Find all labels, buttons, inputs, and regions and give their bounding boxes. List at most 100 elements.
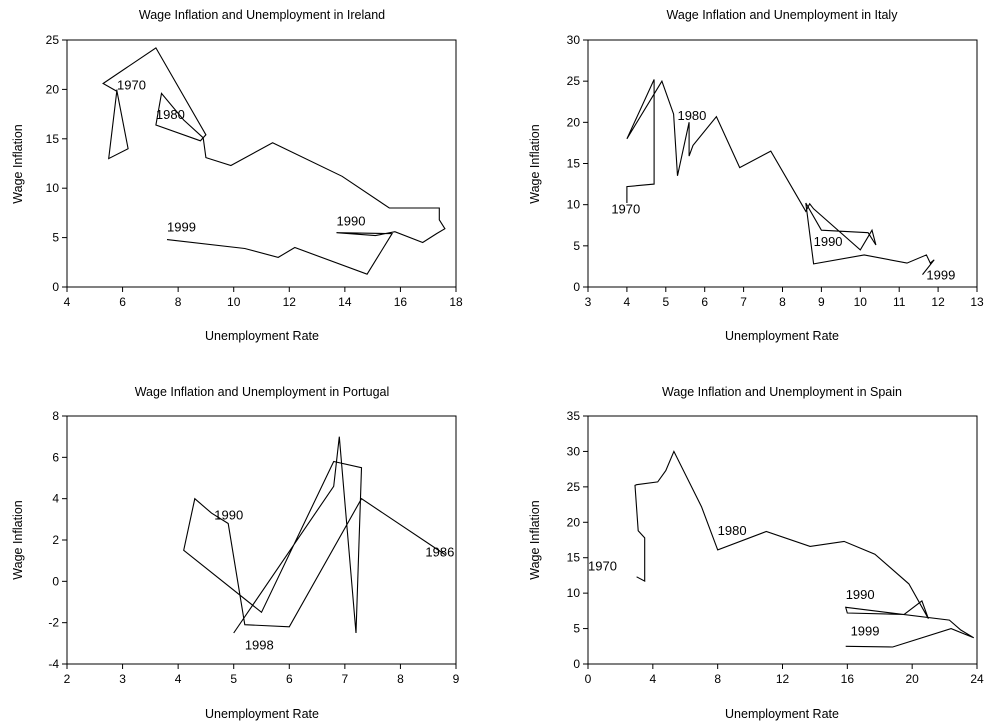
y-tick-label: 10	[567, 198, 581, 212]
year-annotation: 1980	[156, 107, 185, 122]
x-tick-label: 5	[662, 295, 669, 309]
chart-title: Wage Inflation and Unemployment in Spain	[662, 385, 902, 399]
plot-frame	[587, 415, 978, 665]
x-tick-label: 10	[227, 295, 241, 309]
plot-frame	[587, 39, 978, 288]
year-annotation: 1970	[117, 77, 146, 92]
series-line	[183, 436, 446, 634]
x-tick-label: 7	[342, 672, 349, 686]
y-tick-label: 0	[573, 280, 580, 294]
y-axis-label: Wage Inflation	[528, 124, 542, 203]
x-tick-label: 11	[893, 295, 906, 309]
x-tick-label: 12	[931, 295, 945, 309]
y-tick-label: 25	[46, 33, 60, 47]
year-annotation: 1999	[851, 624, 880, 639]
x-tick-label: 18	[449, 295, 463, 309]
x-tick-label: 3	[585, 295, 592, 309]
x-tick-label: 3	[119, 672, 126, 686]
x-tick-label: 8	[397, 672, 404, 686]
y-tick-label: 15	[567, 157, 581, 171]
chart-panel-1: Wage Inflation and Unemployment in Irela…	[11, 8, 463, 343]
x-tick-label: 9	[818, 295, 825, 309]
y-tick-label: 5	[573, 622, 580, 636]
x-tick-label: 16	[841, 672, 855, 686]
year-annotation: 1998	[245, 638, 274, 653]
x-tick-label: 13	[970, 295, 984, 309]
y-tick-label: 30	[567, 33, 581, 47]
year-annotation: 1990	[337, 214, 366, 229]
x-tick-label: 2	[64, 672, 71, 686]
x-axis-label: Unemployment Rate	[205, 707, 319, 721]
y-tick-label: -2	[48, 616, 59, 630]
x-tick-label: 8	[779, 295, 786, 309]
x-tick-label: 20	[905, 672, 919, 686]
x-tick-label: 6	[119, 295, 126, 309]
x-tick-label: 7	[740, 295, 747, 309]
x-tick-label: 9	[453, 672, 460, 686]
x-tick-label: 8	[175, 295, 182, 309]
x-tick-label: 0	[585, 672, 592, 686]
year-annotation: 1970	[611, 202, 640, 217]
x-tick-label: 12	[283, 295, 297, 309]
year-annotation: 1980	[677, 108, 706, 123]
chart-title: Wage Inflation and Unemployment in Portu…	[135, 385, 390, 399]
series-line	[626, 79, 935, 275]
x-axis-label: Unemployment Rate	[205, 329, 319, 343]
y-tick-label: 15	[567, 551, 581, 565]
year-annotation: 1990	[814, 234, 843, 249]
series-line	[102, 47, 446, 275]
x-axis-label: Unemployment Rate	[725, 707, 839, 721]
y-tick-label: 8	[52, 409, 59, 423]
year-annotation: 1986	[425, 545, 454, 560]
year-annotation: 1980	[718, 523, 747, 538]
year-annotation: 1970	[588, 558, 617, 573]
x-tick-label: 6	[701, 295, 708, 309]
chart-title: Wage Inflation and Unemployment in Italy	[667, 8, 899, 22]
y-tick-label: 25	[567, 74, 581, 88]
chart-panel-4: Wage Inflation and Unemployment in Spain…	[528, 385, 984, 721]
plot-frame	[66, 39, 457, 288]
year-annotation: 1990	[214, 507, 243, 522]
y-tick-label: 20	[567, 115, 581, 129]
x-tick-label: 4	[649, 672, 656, 686]
x-tick-label: 8	[714, 672, 721, 686]
y-tick-label: 20	[567, 515, 581, 529]
y-tick-label: 20	[46, 82, 60, 96]
y-tick-label: 30	[567, 444, 581, 458]
y-tick-label: 25	[567, 480, 581, 494]
y-tick-label: 5	[52, 231, 59, 245]
x-tick-label: 6	[286, 672, 293, 686]
y-axis-label: Wage Inflation	[11, 500, 25, 579]
y-tick-label: 10	[46, 181, 60, 195]
x-tick-label: 4	[624, 295, 631, 309]
x-tick-label: 16	[394, 295, 408, 309]
y-tick-label: 15	[46, 132, 60, 146]
chart-panel-3: Wage Inflation and Unemployment in Portu…	[11, 385, 460, 721]
chart-title: Wage Inflation and Unemployment in Irela…	[139, 8, 385, 22]
y-tick-label: 0	[52, 574, 59, 588]
x-tick-label: 10	[854, 295, 868, 309]
year-annotation: 1990	[846, 587, 875, 602]
x-axis-label: Unemployment Rate	[725, 329, 839, 343]
y-tick-label: 0	[573, 657, 580, 671]
chart-panel-2: Wage Inflation and Unemployment in Italy…	[528, 8, 984, 343]
year-annotation: 1999	[167, 220, 196, 235]
x-tick-label: 4	[64, 295, 71, 309]
y-tick-label: 2	[52, 533, 59, 547]
y-tick-label: -4	[48, 657, 59, 671]
y-tick-label: 10	[567, 586, 581, 600]
y-axis-label: Wage Inflation	[11, 124, 25, 203]
x-tick-label: 5	[230, 672, 237, 686]
x-tick-label: 14	[338, 295, 352, 309]
x-tick-label: 4	[175, 672, 182, 686]
y-axis-label: Wage Inflation	[528, 500, 542, 579]
series-line	[634, 450, 975, 648]
y-tick-label: 5	[573, 239, 580, 253]
y-tick-label: 0	[52, 280, 59, 294]
plot-frame	[66, 415, 457, 665]
year-annotation: 1999	[926, 268, 955, 283]
x-tick-label: 24	[970, 672, 984, 686]
y-tick-label: 4	[52, 492, 59, 506]
x-tick-label: 12	[776, 672, 790, 686]
